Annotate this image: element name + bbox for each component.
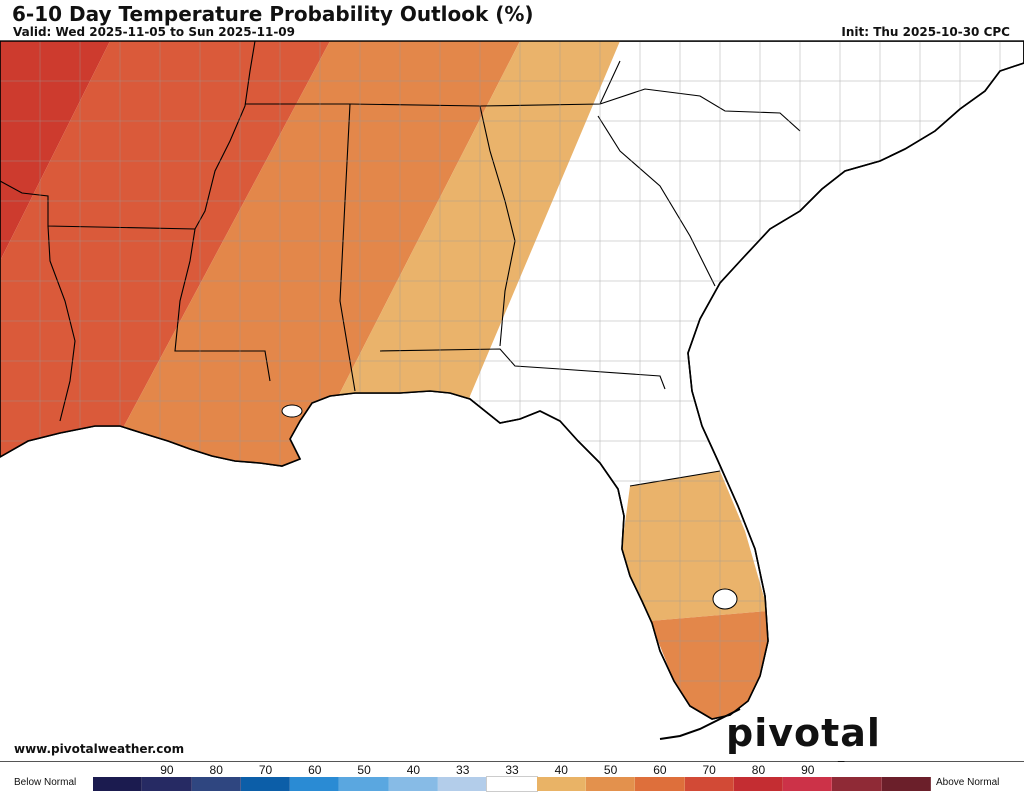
map-header: 6-10 Day Temperature Probability Outlook…	[0, 0, 1024, 40]
legend-swatch-1	[142, 777, 192, 791]
map-title: 6-10 Day Temperature Probability Outlook…	[12, 2, 534, 26]
legend-swatch-4	[290, 777, 340, 791]
legend-swatch-16	[881, 777, 932, 791]
lake-okeechobee	[712, 588, 738, 610]
legend-swatch-6	[388, 777, 439, 791]
legend-tick-5: 40	[406, 763, 421, 777]
legend-swatch-15	[832, 777, 882, 791]
legend-tick-1: 80	[209, 763, 223, 777]
legend-tick-3: 60	[308, 763, 322, 777]
legend-tick-6: 33	[456, 763, 470, 777]
legend-swatch-13	[733, 777, 784, 791]
legend-above-label: Above Normal	[936, 777, 1000, 788]
legend-swatch-14	[783, 777, 833, 791]
legend-swatch-8	[486, 776, 538, 792]
outlook-map[interactable]	[0, 41, 1024, 762]
legend-ticks: 90 80 70 60 50 40 33 33 40 50 60 70 80 90	[93, 763, 931, 777]
legend-tick-12: 80	[751, 763, 766, 777]
map-panel[interactable]	[0, 40, 1024, 762]
band-40	[300, 41, 620, 471]
legend-tick-13: 90	[801, 763, 815, 777]
legend-tick-10: 60	[653, 763, 667, 777]
probability-bands	[0, 41, 768, 719]
legend-below-label: Below Normal	[14, 777, 77, 788]
legend-tick-7: 33	[505, 763, 519, 777]
valid-period: Valid: Wed 2025-11-05 to Sun 2025-11-09	[13, 25, 295, 39]
band-50	[100, 41, 520, 471]
legend-swatch-2	[191, 777, 241, 791]
legend-tick-11: 70	[702, 763, 716, 777]
website-url[interactable]: www.pivotalweather.com	[14, 742, 185, 756]
legend-bar	[93, 776, 932, 792]
legend-tick-9: 50	[603, 763, 618, 777]
legend-tick-0: 90	[160, 763, 174, 777]
legend-tick-8: 40	[554, 763, 568, 777]
legend-tick-4: 50	[357, 763, 371, 777]
legend-swatch-10	[585, 777, 636, 791]
lake-pontchartrain	[281, 404, 303, 418]
legend-swatch-0	[93, 777, 143, 791]
legend-swatch-9	[536, 777, 586, 791]
legend-tick-2: 70	[258, 763, 273, 777]
init-time: Init: Thu 2025-10-30 CPC	[841, 25, 1010, 39]
band-40-florida	[620, 471, 768, 621]
legend-swatch-11	[635, 777, 685, 791]
legend-swatch-5	[339, 777, 389, 791]
legend-swatch-3	[240, 777, 291, 791]
color-legend: 90 80 70 60 50 40 33 33 40 50 60 70 80 90 Below Norma…	[0, 762, 1024, 792]
florida-keys	[659, 708, 741, 740]
legend-swatch-7	[438, 777, 488, 791]
band-60	[0, 41, 330, 471]
legend-swatch-12	[684, 777, 734, 791]
